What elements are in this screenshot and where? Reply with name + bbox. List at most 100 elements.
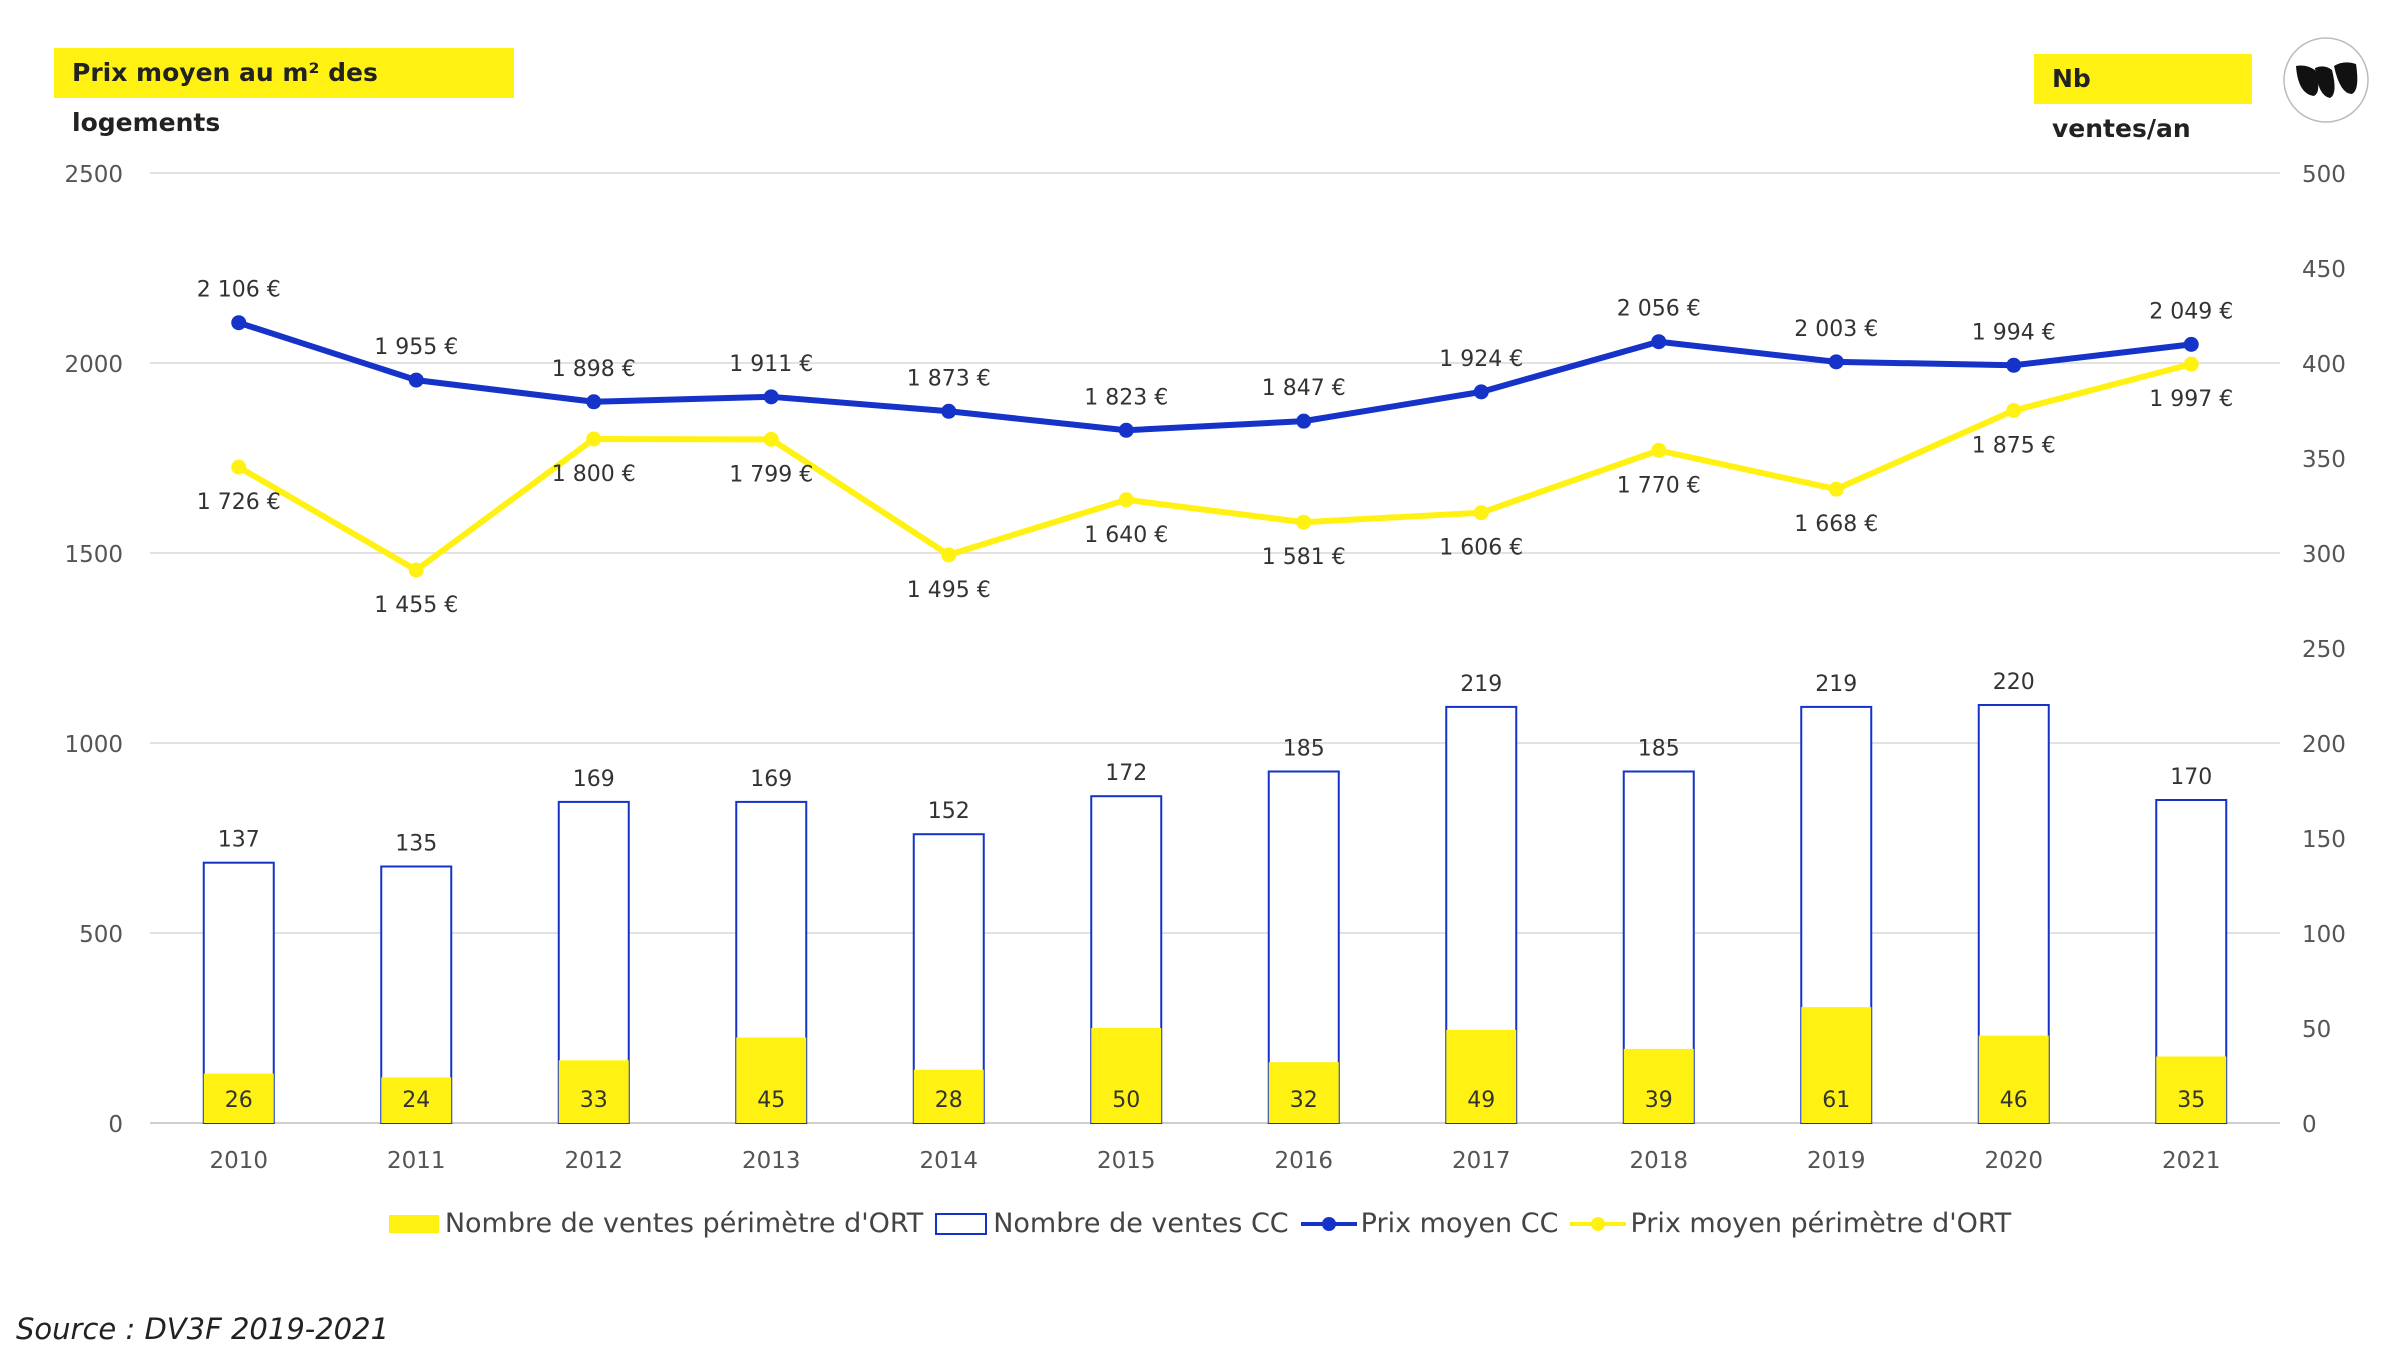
- bar-ventes-ort: [381, 1077, 452, 1123]
- prix-moyen-ort-label: 1 606 €: [1439, 536, 1523, 561]
- left-tick-label: 2000: [64, 352, 123, 378]
- prix-moyen-ort-point: [1828, 481, 1844, 497]
- prix-moyen-cc-label: 1 955 €: [374, 335, 458, 360]
- prix-moyen-cc-label: 2 056 €: [1617, 297, 1701, 322]
- legend-item-ort-price: Prix moyen périmètre d'ORT: [1570, 1208, 2011, 1239]
- x-tick-label: 2020: [1984, 1148, 2043, 1174]
- prix-moyen-cc-point: [231, 315, 247, 331]
- data-label-ventes-cc: 219: [1460, 672, 1502, 697]
- x-tick-label: 2010: [209, 1148, 268, 1174]
- data-label-ventes-ort: 49: [1467, 1088, 1495, 1113]
- right-tick-label: 350: [2302, 447, 2346, 473]
- prix-moyen-ort-label: 1 875 €: [1972, 434, 2056, 459]
- prix-moyen-cc-point: [1118, 422, 1134, 438]
- x-tick-label: 2018: [1629, 1148, 1688, 1174]
- right-tick-label: 150: [2302, 827, 2346, 853]
- bar-ventes-ort: [1978, 1035, 2049, 1123]
- prix-moyen-cc-point: [763, 389, 779, 405]
- data-label-ventes-cc: 219: [1815, 672, 1857, 697]
- bar-ventes-ort: [558, 1060, 629, 1123]
- bars: [202, 704, 2228, 1125]
- left-tick-label: 500: [79, 922, 123, 948]
- left-tick-label: 1500: [64, 542, 123, 568]
- prix-moyen-ort-label: 1 997 €: [2149, 387, 2233, 412]
- data-label-ventes-cc: 185: [1283, 737, 1325, 762]
- prix-moyen-cc-label: 1 994 €: [1972, 320, 2056, 345]
- left-tick-label: 0: [108, 1112, 123, 1138]
- data-label-ventes-ort: 32: [1290, 1088, 1318, 1113]
- prix-moyen-cc-line: [237, 319, 2192, 434]
- data-label-ventes-cc: 170: [2170, 765, 2212, 790]
- prix-moyen-cc-label: 2 106 €: [197, 278, 281, 303]
- bar-ventes-ort: [1091, 1028, 1162, 1123]
- x-tick-label: 2017: [1452, 1148, 1511, 1174]
- prix-moyen-cc-label: 1 924 €: [1439, 347, 1523, 372]
- prix-moyen-ort-point: [1296, 514, 1312, 530]
- left-axis-title: Prix moyen au m² des logements: [54, 48, 514, 137]
- data-label-ventes-ort: 28: [935, 1088, 963, 1113]
- prix-moyen-ort-label: 1 640 €: [1084, 523, 1168, 548]
- prix-moyen-cc-label: 1 847 €: [1262, 376, 1346, 401]
- data-label-ventes-ort: 39: [1645, 1088, 1673, 1113]
- right-axis-ticks: 0 50 100 150 200 250 300 350 400 450 500: [2302, 162, 2346, 1138]
- legend-item-ort-sales: Nombre de ventes périmètre d'ORT: [388, 1208, 924, 1239]
- right-tick-label: 100: [2302, 922, 2346, 948]
- x-tick-label: 2012: [564, 1148, 623, 1174]
- bar-ventes-ort: [736, 1037, 807, 1123]
- legend-swatch-yellow-bar: [388, 1214, 439, 1233]
- prix-moyen-ort-label: 1 799 €: [729, 462, 813, 487]
- bar-ventes-ort: [203, 1073, 274, 1123]
- data-label-ventes-ort: 46: [2000, 1088, 2028, 1113]
- prix-moyen-cc-label: 1 873 €: [907, 366, 991, 391]
- prix-moyen-cc-point: [941, 403, 957, 419]
- data-label-ventes-ort: 35: [2177, 1088, 2205, 1113]
- x-tick-label: 2014: [919, 1148, 978, 1174]
- prix-moyen-ort-point: [586, 431, 602, 447]
- bar-ventes-ort: [1268, 1062, 1339, 1123]
- legend-label: Nombre de ventes CC: [993, 1208, 1289, 1239]
- legend-swatch-yellow-line: [1570, 1215, 1627, 1233]
- prix-moyen-cc-label: 1 823 €: [1084, 385, 1168, 410]
- data-label-ventes-ort: 33: [580, 1088, 608, 1113]
- gridlines: [150, 172, 2280, 1124]
- prix-moyen-cc-point: [2006, 357, 2022, 373]
- prix-moyen-ort-point: [1651, 442, 1667, 458]
- x-tick-label: 2013: [742, 1148, 801, 1174]
- legend-item-cc-sales: Nombre de ventes CC: [935, 1208, 1289, 1239]
- left-tick-label: 2500: [64, 162, 123, 188]
- legend-swatch-blue-line: [1300, 1215, 1357, 1233]
- prix-moyen-cc-point: [1296, 413, 1312, 429]
- legend: Nombre de ventes périmètre d'ORT Nombre …: [0, 1208, 2400, 1239]
- prix-moyen-cc-point: [1651, 334, 1667, 350]
- bar-ventes-ort: [913, 1069, 984, 1123]
- x-tick-label: 2019: [1807, 1148, 1866, 1174]
- prix-moyen-ort-label: 1 800 €: [552, 462, 636, 487]
- data-label-ventes-cc: 172: [1105, 761, 1147, 786]
- data-label-ventes-ort: 50: [1112, 1088, 1140, 1113]
- prix-moyen-ort-point: [763, 431, 779, 447]
- prix-moyen-ort-point: [231, 459, 247, 475]
- legend-label: Nombre de ventes périmètre d'ORT: [444, 1208, 924, 1239]
- bar-ventes-ort: [1623, 1048, 1694, 1123]
- prix-moyen-ort-point: [1473, 505, 1489, 521]
- right-tick-label: 400: [2302, 352, 2346, 378]
- right-tick-label: 50: [2302, 1017, 2331, 1043]
- data-label-ventes-ort: 45: [757, 1088, 785, 1113]
- brand-logo-icon: [2283, 37, 2369, 123]
- prix-moyen-cc-point: [408, 372, 424, 388]
- prix-moyen-ort-label: 1 726 €: [197, 490, 281, 515]
- data-label-ventes-cc: 169: [750, 767, 792, 792]
- prix-moyen-cc-label: 2 003 €: [1794, 317, 1878, 342]
- prix-moyen-cc-label: 1 911 €: [729, 352, 813, 377]
- right-tick-label: 200: [2302, 732, 2346, 758]
- lines: [231, 315, 2199, 578]
- x-tick-label: 2016: [1274, 1148, 1333, 1174]
- data-label-ventes-ort: 61: [1822, 1088, 1850, 1113]
- prix-moyen-ort-point: [2006, 403, 2022, 418]
- right-tick-label: 450: [2302, 257, 2346, 283]
- data-label-ventes-cc: 185: [1638, 737, 1680, 762]
- prix-moyen-ort-label: 1 455 €: [374, 593, 458, 618]
- data-label-ventes-cc: 220: [1993, 670, 2035, 695]
- prix-moyen-ort-label: 1 495 €: [907, 578, 991, 603]
- x-tick-label: 2015: [1097, 1148, 1156, 1174]
